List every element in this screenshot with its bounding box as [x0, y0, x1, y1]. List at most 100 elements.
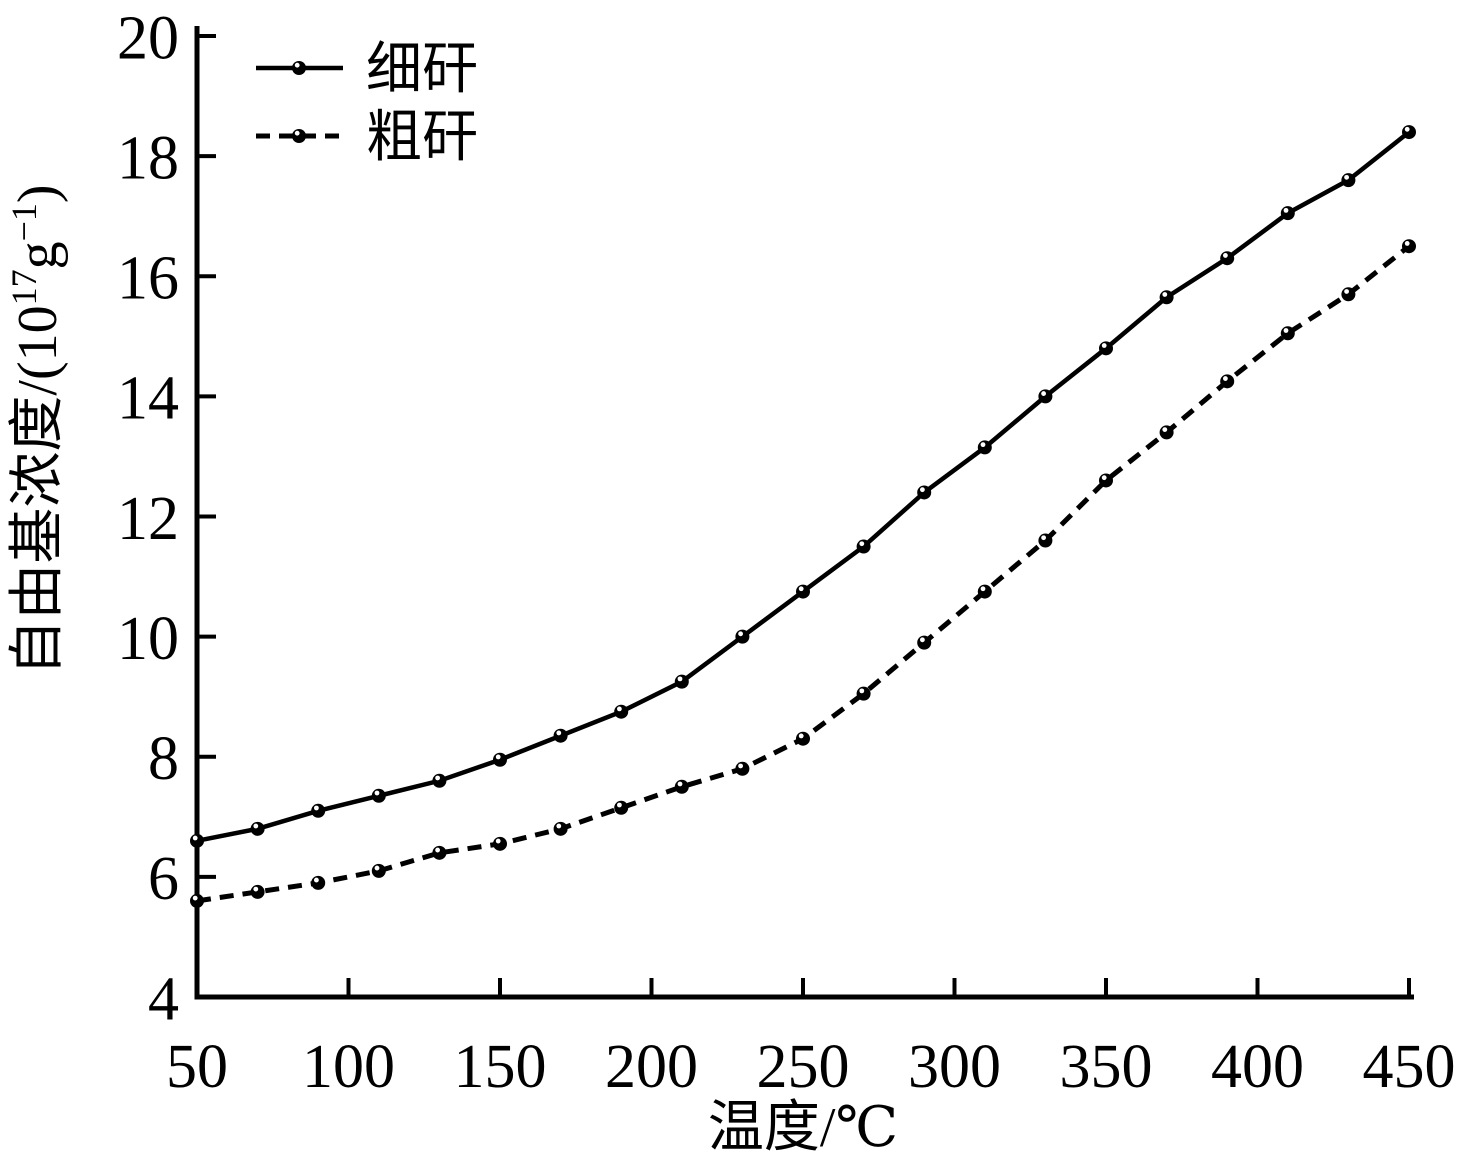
marker-ball	[1099, 341, 1113, 356]
marker-ball	[614, 704, 629, 719]
marker-glint	[920, 637, 925, 643]
marker-ball	[1038, 389, 1053, 404]
data-point-marker	[432, 845, 447, 860]
data-point-marker	[917, 635, 932, 650]
marker-glint	[556, 823, 562, 829]
marker-glint	[374, 865, 380, 871]
marker-ball	[856, 539, 871, 554]
data-point-marker	[371, 863, 386, 878]
marker-glint	[617, 802, 622, 808]
data-point-marker	[1220, 374, 1235, 389]
marker-glint	[435, 775, 440, 781]
data-point-marker	[856, 686, 871, 701]
marker-ball	[493, 836, 507, 851]
data-point-marker	[1099, 473, 1113, 488]
data-point-marker	[796, 731, 810, 746]
marker-ball	[1280, 206, 1295, 221]
marker-glint	[192, 895, 198, 901]
marker-glint	[435, 847, 440, 853]
y-tick-label: 4	[148, 965, 179, 1033]
data-point-marker	[917, 485, 932, 500]
data-point-marker	[796, 584, 810, 599]
data-point-marker	[735, 629, 750, 644]
y-axis-title: 自由基浓度/(1017g−1)	[4, 184, 69, 675]
marker-ball	[371, 863, 386, 878]
x-axis-title: 温度/℃	[708, 1097, 898, 1159]
marker-glint	[798, 733, 804, 739]
marker-glint	[1223, 253, 1228, 258]
legend-item: 粗矸	[256, 107, 478, 169]
data-point-marker	[1099, 341, 1113, 356]
marker-ball	[292, 129, 306, 143]
x-tick-label: 200	[605, 1033, 698, 1101]
data-point-marker	[1341, 287, 1356, 302]
data-point-marker	[977, 584, 992, 599]
data-point-marker	[1159, 290, 1174, 305]
marker-glint	[556, 730, 562, 736]
marker-ball	[1402, 125, 1416, 140]
data-point-marker	[1341, 173, 1356, 188]
data-point-marker	[311, 875, 326, 890]
marker-glint	[1404, 241, 1410, 246]
y-tick-label: 18	[117, 124, 179, 192]
marker-glint	[677, 676, 683, 682]
marker-ball	[371, 788, 386, 803]
x-tick-label: 50	[166, 1033, 228, 1101]
marker-glint	[1041, 391, 1046, 396]
marker-glint	[294, 130, 300, 136]
data-point-marker	[1038, 389, 1053, 404]
marker-ball	[1402, 239, 1416, 254]
x-tick-label: 150	[454, 1033, 547, 1101]
marker-glint	[495, 838, 501, 844]
marker-ball	[674, 674, 689, 689]
data-point-marker	[432, 773, 447, 788]
data-point-marker	[250, 884, 265, 899]
marker-glint	[1041, 535, 1046, 541]
legend-marker	[292, 129, 306, 143]
marker-glint	[192, 835, 198, 841]
marker-ball	[1159, 425, 1174, 440]
marker-ball	[1341, 173, 1356, 188]
marker-ball	[553, 728, 568, 743]
marker-ball	[1099, 473, 1113, 488]
marker-ball	[856, 686, 871, 701]
x-tick-label: 450	[1363, 1033, 1456, 1101]
marker-ball	[311, 875, 326, 890]
y-tick-label: 20	[117, 4, 179, 72]
legend-item: 细矸	[256, 39, 478, 101]
series-coarse-gangue	[190, 239, 1416, 908]
data-point-marker	[674, 779, 689, 794]
x-tick-label: 100	[302, 1033, 395, 1101]
data-point-marker	[1159, 425, 1174, 440]
marker-ball	[553, 821, 568, 836]
marker-ball	[1341, 287, 1356, 302]
data-point-marker	[493, 752, 507, 767]
data-point-marker	[553, 728, 568, 743]
marker-glint	[1404, 126, 1410, 132]
data-point-marker	[250, 821, 265, 836]
marker-ball	[1220, 374, 1235, 389]
data-point-marker	[371, 788, 386, 803]
y-tick-label: 14	[117, 365, 179, 433]
data-point-marker	[674, 674, 689, 689]
data-point-marker	[1038, 533, 1053, 548]
data-point-marker	[553, 821, 568, 836]
data-point-marker	[1280, 326, 1295, 341]
marker-ball	[250, 884, 265, 899]
marker-glint	[495, 754, 501, 760]
marker-ball	[917, 635, 932, 650]
marker-glint	[314, 877, 319, 883]
marker-ball	[1280, 326, 1295, 341]
marker-ball	[190, 893, 204, 908]
y-tick-label: 6	[148, 845, 179, 913]
marker-ball	[614, 800, 629, 815]
marker-glint	[1162, 292, 1168, 297]
x-tick-label: 350	[1060, 1033, 1153, 1101]
marker-glint	[253, 886, 259, 892]
marker-ball	[917, 485, 932, 500]
data-point-marker	[977, 440, 992, 455]
marker-ball	[796, 584, 810, 599]
data-point-marker	[1402, 239, 1416, 254]
